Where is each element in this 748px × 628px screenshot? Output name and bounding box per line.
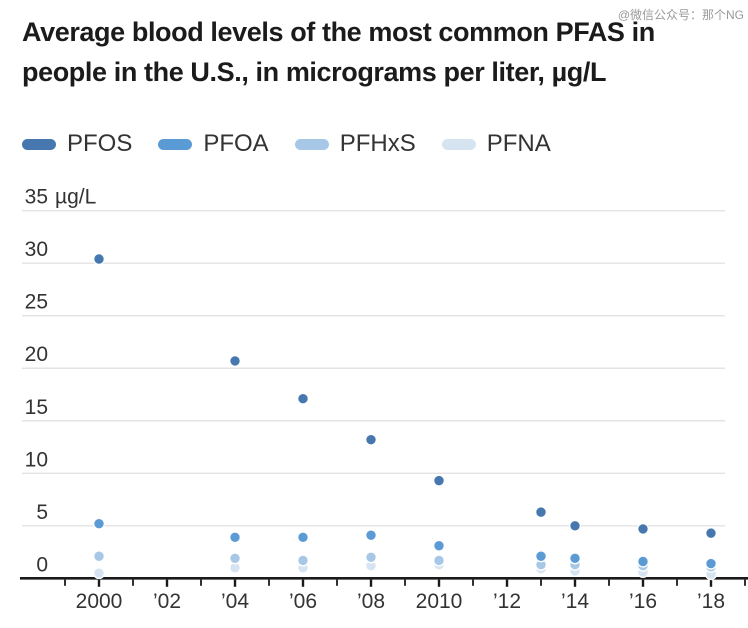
x-tick-label-2004: ’04: [221, 590, 249, 613]
legend-swatch-pfhxs: [294, 138, 329, 150]
point-pfoa-2006: [296, 531, 310, 544]
chart-title-line1: Average blood levels of the most common …: [22, 17, 655, 47]
point-pfhxs-2010: [432, 554, 446, 567]
watermark: @微信公众号：那个NG: [617, 8, 744, 22]
point-pfhxs-2006: [296, 554, 310, 567]
point-pfhxs-2000: [92, 550, 106, 563]
point-pfoa-2014: [568, 552, 582, 565]
y-tick-label-10: 10: [25, 448, 48, 471]
point-pfos-2018: [704, 527, 718, 540]
legend-item-pfna: PFNA: [441, 130, 551, 158]
point-pfna-2000: [92, 566, 106, 580]
y-tick-label-35: 35: [25, 186, 48, 209]
y-tick-label-15: 15: [25, 396, 48, 419]
x-tick-label-2008: ’08: [357, 590, 385, 613]
legend-item-pfoa: PFOA: [158, 130, 269, 158]
legend-swatch-pfoa: [158, 138, 193, 150]
x-tick-label-2012: ’12: [493, 590, 521, 613]
point-pfos-2010: [432, 474, 446, 487]
y-tick-label-25: 25: [25, 291, 48, 314]
legend-item-pfhxs: PFHxS: [294, 130, 416, 158]
point-pfos-2013: [534, 506, 548, 519]
point-pfos-2016: [636, 522, 650, 536]
legend-swatch-pfos: [22, 138, 56, 150]
x-tick-label-2010: 2010: [416, 590, 463, 613]
legend-swatch-pfna: [441, 138, 476, 150]
x-tick-label-2000: 2000: [76, 590, 123, 613]
x-tick-label-2016: ’16: [629, 590, 657, 613]
point-pfoa-2018: [704, 557, 718, 570]
legend-item-pfos: PFOS: [22, 130, 132, 158]
x-tick-label-2018: ’18: [697, 590, 725, 613]
y-tick-label-0: 0: [36, 553, 48, 576]
chart-title-line2: people in the U.S., in micrograms per li…: [22, 57, 607, 87]
point-pfhxs-2008: [364, 551, 378, 564]
legend-label-pfhxs: PFHxS: [339, 130, 416, 157]
y-axis-unit-label: µg/L: [55, 186, 96, 209]
legend-label-pfos: PFOS: [67, 130, 133, 157]
point-pfoa-2010: [432, 539, 446, 552]
legend-label-pfna: PFNA: [486, 130, 551, 157]
point-pfoa-2004: [228, 531, 242, 544]
chart-title: Average blood levels of the most common …: [22, 12, 655, 92]
point-pfos-2000: [92, 252, 106, 266]
point-pfhxs-2004: [228, 552, 242, 565]
point-pfos-2006: [296, 392, 310, 405]
point-pfos-2004: [228, 354, 242, 367]
point-pfoa-2013: [534, 550, 548, 563]
legend: PFOS PFOA PFHxS PFNA: [22, 130, 551, 158]
legend-label-pfoa: PFOA: [203, 130, 269, 157]
x-tick-label-2006: ’06: [289, 590, 317, 613]
point-pfoa-2000: [92, 517, 106, 530]
point-pfoa-2016: [636, 555, 650, 568]
x-tick-label-2014: ’14: [561, 590, 589, 613]
point-pfos-2008: [364, 433, 378, 446]
y-tick-label-20: 20: [25, 343, 48, 366]
x-tick-label-2002: ’02: [153, 590, 181, 613]
point-pfoa-2008: [364, 529, 378, 542]
y-tick-label-5: 5: [36, 501, 48, 524]
y-tick-label-30: 30: [25, 238, 48, 261]
point-pfos-2014: [568, 519, 582, 532]
